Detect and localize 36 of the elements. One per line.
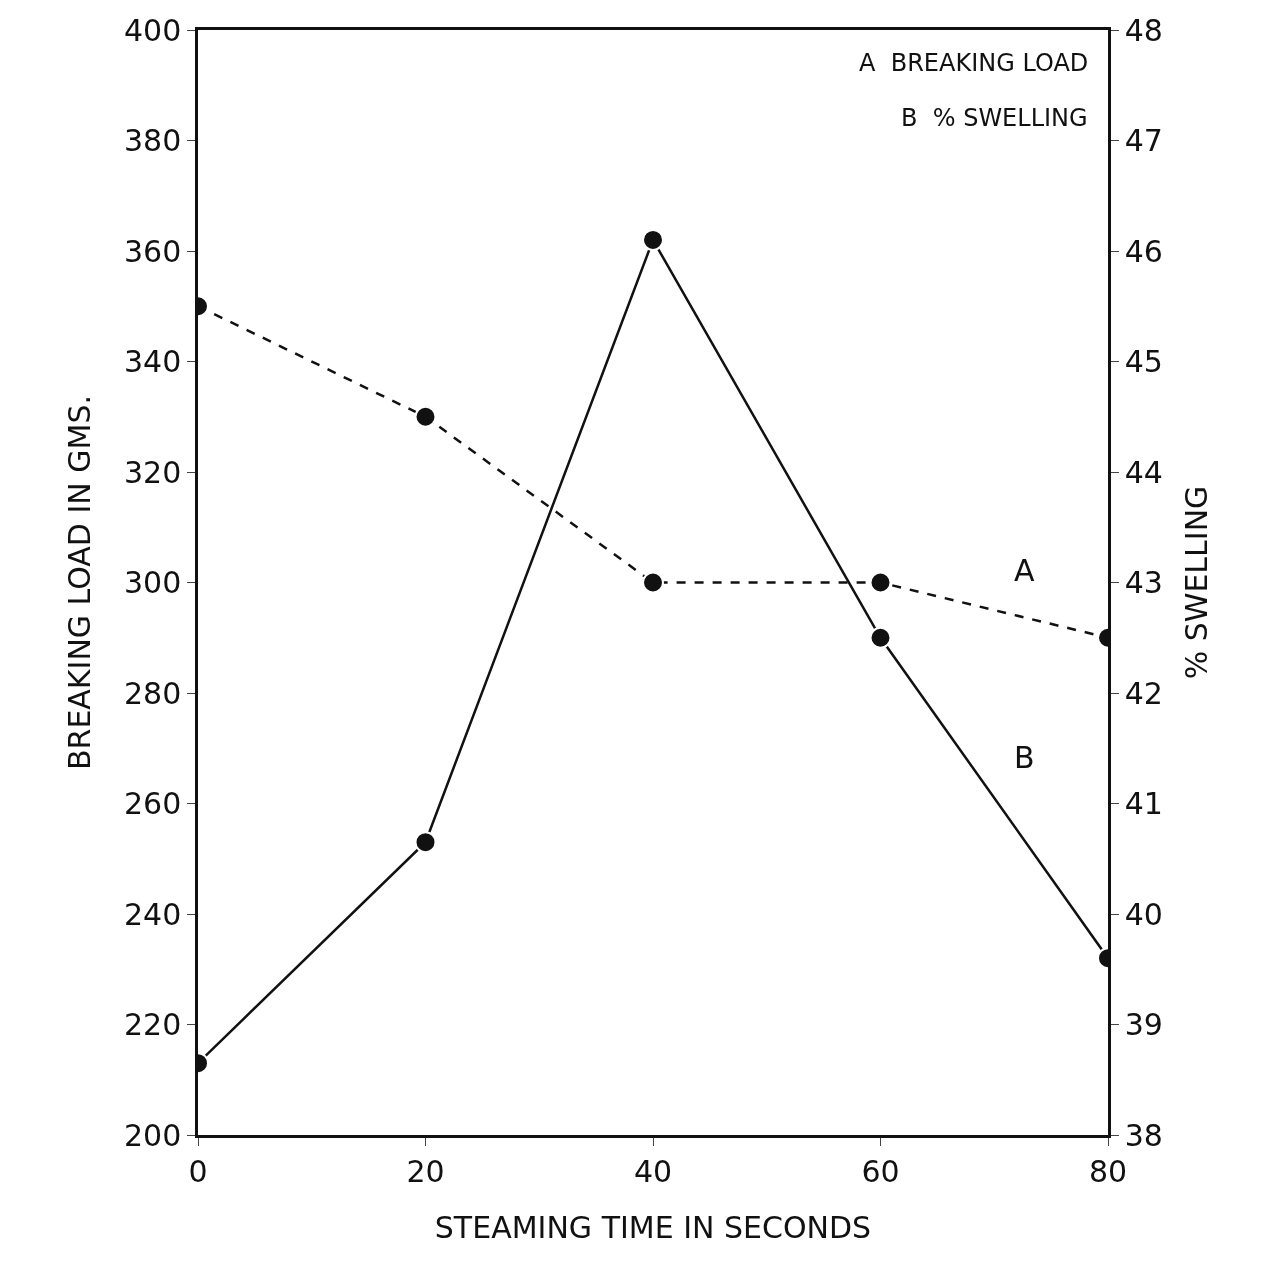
y2-tick-label: 44 (1124, 454, 1163, 490)
annotation: B % SWELLING (901, 104, 1088, 132)
series-label: B (1014, 740, 1035, 775)
y-tick-label: 400 (123, 12, 182, 48)
y2-axis-title: % SWELLING (1179, 485, 1215, 680)
y2-tick-label: 38 (1124, 1117, 1163, 1153)
y2-tick-label: 48 (1124, 12, 1163, 48)
annotation: A BREAKING LOAD (859, 49, 1089, 77)
y-tick-label: 280 (123, 675, 182, 711)
point (642, 228, 664, 251)
y2-tick-label: 47 (1124, 123, 1163, 158)
y-tick-label: 300 (123, 565, 182, 600)
series-label: A (1014, 553, 1035, 588)
y-axis-title: BREAKING LOAD IN GMS. (61, 394, 97, 771)
y2-tick-label: 45 (1124, 344, 1163, 379)
y2-tick-label: 43 (1124, 565, 1163, 600)
x-tick-label: 60 (861, 1153, 900, 1189)
y-tick-label: 240 (123, 896, 182, 932)
y2-tick-label: 46 (1124, 233, 1163, 269)
y-tick-label: 360 (123, 233, 182, 269)
point (642, 571, 664, 594)
y2-tick-label: 42 (1124, 675, 1163, 711)
x-axis-title: STEAMING TIME IN SECONDS (434, 1210, 872, 1246)
y-tick-label: 320 (123, 454, 182, 490)
x-tick-label: 20 (406, 1153, 445, 1189)
y-tick-label: 340 (123, 344, 182, 379)
x-tick-label: 40 (633, 1153, 673, 1189)
y-tick-label: 380 (123, 123, 182, 158)
y-tick-label: 260 (123, 786, 182, 821)
y2-tick-label: 39 (1124, 1007, 1163, 1042)
y-tick-label: 200 (123, 1117, 182, 1153)
y2-tick-label: 41 (1124, 786, 1163, 821)
y2-tick-label: 40 (1124, 896, 1163, 932)
x-tick-label: 0 (188, 1153, 208, 1189)
y-tick-label: 220 (123, 1007, 182, 1042)
x-tick-label: 80 (1088, 1153, 1128, 1189)
